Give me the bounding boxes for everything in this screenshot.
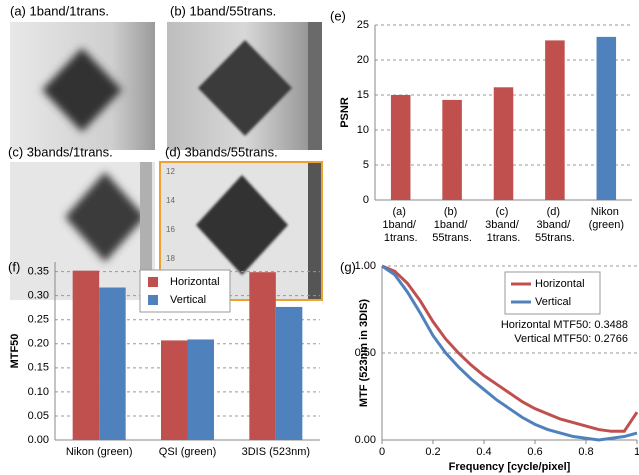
bar — [187, 339, 214, 440]
x-tick-label: 1 — [634, 446, 639, 458]
panel-label: (e) — [330, 8, 346, 23]
annotation: Horizontal MTF50: 0.3488 — [501, 319, 628, 331]
x-tick-label: 0.4 — [476, 446, 491, 458]
y-tick-label: 0.00 — [28, 434, 49, 446]
y-tick-label: 0.05 — [28, 410, 49, 422]
x-tick-label: 3DIS (523nm) — [242, 446, 310, 458]
bar — [275, 306, 303, 440]
y-axis-label: MTF50 — [9, 334, 21, 369]
x-tick-label: 0.6 — [527, 446, 542, 458]
y-tick-label: 0.50 — [355, 347, 376, 359]
x-tick-label: (a) 1band/ 1trans. — [382, 206, 419, 244]
x-tick-label: QSI (green) — [159, 446, 216, 458]
x-tick-label: (b) 1band/ 55trans. — [432, 206, 472, 244]
x-tick-label: (c) 3band/ 1trans. — [485, 206, 522, 244]
y-tick-label: 0.00 — [355, 434, 376, 446]
bar — [99, 287, 126, 440]
y-tick-label: 20 — [357, 54, 369, 66]
ruler-label: 12 — [166, 167, 175, 176]
bar — [442, 99, 462, 200]
x-tick-label: (d) 3band/ 55trans. — [535, 206, 575, 244]
panel-label: (b) 1band/55trans. — [170, 3, 276, 18]
bar — [161, 340, 188, 440]
y-tick-label: 1.00 — [355, 260, 376, 272]
x-tick-label: 0.2 — [425, 446, 440, 458]
y-tick-label: 0 — [363, 194, 369, 206]
legend-swatch — [148, 295, 158, 305]
x-tick-label: Nikon (green) — [66, 446, 133, 458]
y-tick-label: 0.30 — [28, 290, 49, 302]
ruler-label: 18 — [166, 254, 175, 263]
legend-label: Horizontal — [535, 278, 585, 290]
y-tick-label: 25 — [357, 19, 369, 31]
y-tick-label: 15 — [357, 89, 369, 101]
y-axis-label: MTF (523nm in 3DIS) — [358, 299, 370, 408]
y-axis-label: PSNR — [339, 97, 351, 128]
y-tick-label: 0.35 — [28, 266, 49, 278]
image-a — [10, 22, 155, 150]
bar — [72, 270, 100, 440]
y-tick-label: 10 — [357, 124, 369, 136]
x-tick-label: 0.8 — [578, 446, 593, 458]
legend-label: Horizontal — [170, 276, 220, 288]
y-tick-label: 0.25 — [28, 314, 49, 326]
bar — [545, 40, 565, 201]
panel-label: (f) — [8, 259, 20, 274]
annotation: Vertical MTF50: 0.2766 — [514, 333, 628, 345]
ruler-label: 16 — [166, 225, 175, 234]
ruler-label: 14 — [166, 196, 175, 205]
bar — [596, 36, 617, 201]
bar — [493, 87, 514, 200]
panel-label: (g) — [340, 259, 356, 274]
legend-box — [504, 271, 601, 315]
panel-label: (d) 3bands/55trans. — [165, 144, 278, 159]
bar — [249, 272, 276, 440]
panel-label: (c) 3bands/1trans. — [8, 144, 113, 159]
y-tick-label: 0.15 — [28, 362, 49, 374]
legend-label: Vertical — [170, 294, 206, 306]
image-b — [167, 22, 322, 150]
legend-label: Vertical — [535, 296, 571, 308]
panel-label: (a) 1band/1trans. — [10, 3, 109, 18]
y-tick-label: 5 — [363, 159, 369, 171]
x-axis-label: Frequency [cycle/pixel] — [449, 461, 571, 473]
legend-swatch — [148, 277, 158, 287]
x-tick-label: Nikon (green) — [589, 206, 624, 231]
line — [381, 264, 639, 433]
y-tick-label: 0.10 — [28, 386, 49, 398]
line — [381, 264, 638, 442]
y-tick-label: 0.20 — [28, 338, 49, 350]
x-tick-label: 0 — [379, 446, 385, 458]
bar — [390, 95, 411, 200]
